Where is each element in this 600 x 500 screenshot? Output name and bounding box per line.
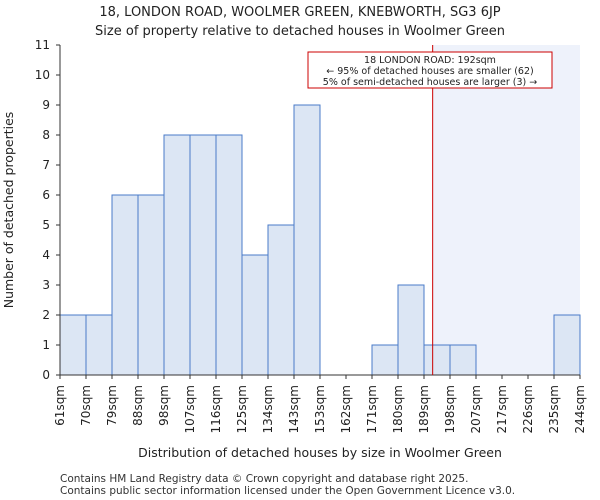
bar-235sqm: [553, 314, 581, 376]
bar-171sqm: [371, 344, 399, 376]
chart-subtitle: Size of property relative to detached ho…: [95, 24, 505, 39]
x-tick-label: 61sqm: [53, 385, 67, 426]
x-tick-label: 244sqm: [573, 385, 587, 433]
marker-annotation: 18 LONDON ROAD: 192sqm ← 95% of detached…: [307, 51, 553, 89]
x-tick-label: 79sqm: [105, 385, 119, 426]
y-tick-label: 7: [42, 158, 50, 172]
x-tick-label: 235sqm: [547, 385, 561, 433]
bar-88sqm: [137, 194, 165, 376]
x-tick-label: 107sqm: [183, 385, 197, 433]
annotation-box: [307, 51, 553, 89]
y-tick-label: 11: [35, 38, 50, 52]
x-tick-label: 198sqm: [443, 385, 457, 433]
y-tick-label: 9: [42, 98, 50, 112]
x-tick-label: 207sqm: [469, 385, 483, 433]
bar-125sqm: [241, 254, 269, 376]
x-tick-label: 217sqm: [495, 385, 509, 433]
x-tick-label: 134sqm: [261, 385, 275, 433]
y-tick-label: 0: [42, 368, 50, 382]
x-tick-label: 88sqm: [131, 385, 145, 426]
x-tick-label: 189sqm: [417, 385, 431, 433]
y-tick-label: 8: [42, 128, 50, 142]
histogram-chart: 0 1 2 3 4 5 6 7 8 9 10 11 61sqm 70sqm 79sqm 88sqm 98sqm 1…: [1, 38, 587, 460]
annotation-line-2: ← 95% of detached houses are smaller (62…: [326, 66, 533, 77]
bar-180sqm: [397, 284, 425, 376]
x-tick-label: 98sqm: [157, 385, 171, 426]
annotation-line-3: 5% of semi-detached houses are larger (3…: [323, 77, 537, 88]
bar-134sqm: [267, 224, 295, 376]
chart-title: 18, LONDON ROAD, WOOLMER GREEN, KNEBWORT…: [99, 5, 501, 20]
y-axis-label: Number of detached properties: [1, 112, 16, 309]
x-tick-label: 70sqm: [79, 385, 93, 426]
x-tick-label: 180sqm: [391, 385, 405, 433]
bar-107sqm: [189, 134, 217, 376]
y-tick-label: 2: [42, 308, 50, 322]
x-tick-label: 116sqm: [209, 385, 223, 433]
x-tick-label: 171sqm: [365, 385, 379, 433]
bar-189sqm: [423, 344, 451, 376]
x-tick-label: 143sqm: [287, 385, 301, 433]
bar-198sqm: [449, 344, 477, 376]
bar-116sqm: [215, 134, 243, 376]
x-tick-label: 125sqm: [235, 385, 249, 433]
bar-70sqm: [85, 314, 113, 376]
y-tick-label: 1: [42, 338, 50, 352]
annotation-line-1: 18 LONDON ROAD: 192sqm: [364, 55, 496, 66]
y-tick-label: 4: [42, 248, 50, 262]
x-tick-label: 226sqm: [521, 385, 535, 433]
x-tick-label: 153sqm: [313, 385, 327, 433]
bar-79sqm: [111, 194, 139, 376]
y-tick-label: 6: [42, 188, 50, 202]
y-tick-label: 3: [42, 278, 50, 292]
footer-line-1: Contains HM Land Registry data © Crown c…: [60, 473, 469, 485]
x-tick-label: 162sqm: [339, 385, 353, 433]
bar-98sqm: [163, 134, 191, 376]
x-axis-label: Distribution of detached houses by size …: [138, 445, 502, 460]
footer-line-2: Contains public sector information licen…: [60, 485, 516, 497]
y-tick-label: 5: [42, 218, 50, 232]
y-tick-label: 10: [35, 68, 50, 82]
bar-61sqm: [59, 314, 87, 376]
bar-143sqm: [293, 104, 321, 376]
